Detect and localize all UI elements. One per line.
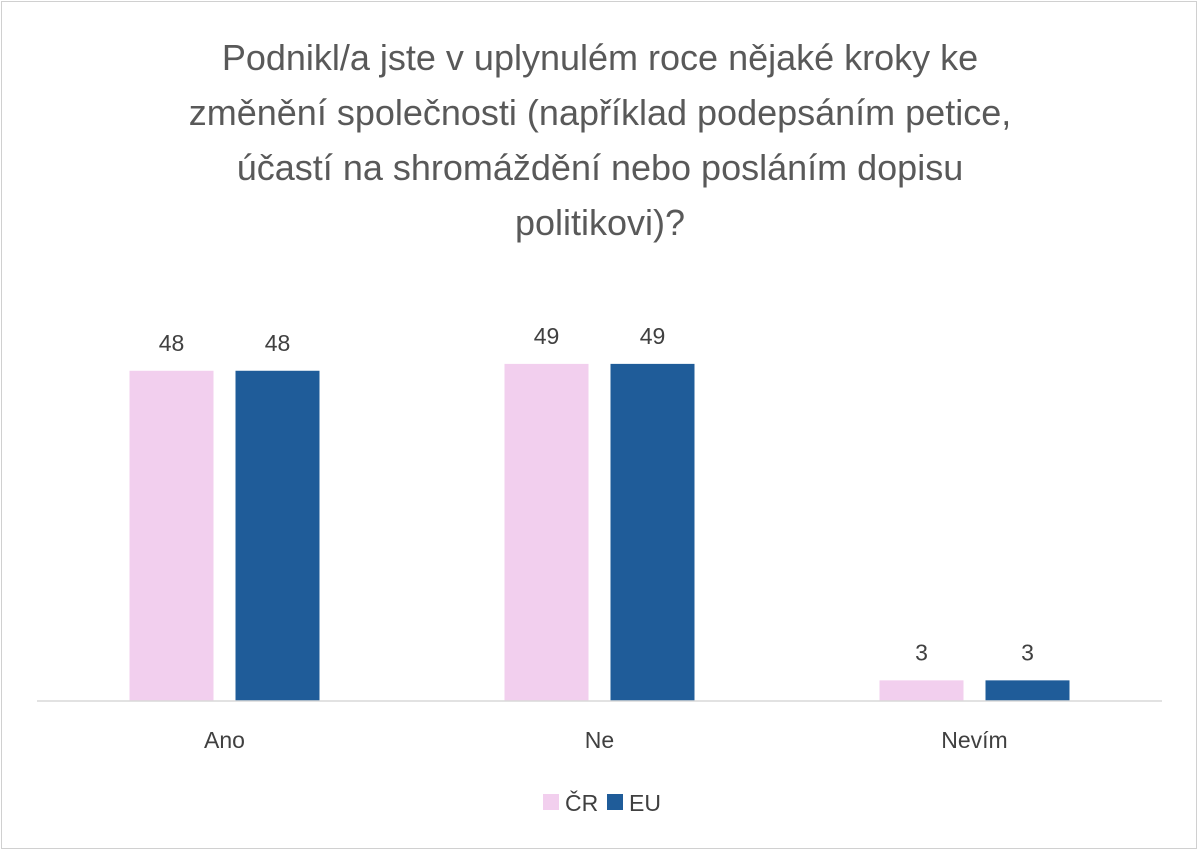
legend-swatch-eu [607, 794, 623, 810]
x-tick-label: Ano [204, 727, 245, 753]
data-label-ano--r: 48 [159, 330, 185, 356]
legend-label-eu: EU [629, 790, 661, 816]
bar-ano--r [129, 370, 214, 701]
data-label-nev-m--r: 3 [915, 639, 928, 665]
bars-group [129, 363, 1070, 701]
data-label-ne--r: 49 [534, 323, 560, 349]
x-tick-label: Ne [585, 727, 614, 753]
data-label-nev-m-eu: 3 [1021, 639, 1034, 665]
bar-ano-eu [235, 370, 320, 701]
legend: ČR EU [543, 789, 661, 816]
chart-title: Podnikl/a jste v uplynulém roce nějaké k… [188, 37, 1012, 243]
legend-label--r: ČR [565, 789, 598, 816]
x-tick-labels: Ano Ne Nevím [204, 727, 1008, 753]
bar-nev-m-eu [985, 680, 1070, 701]
data-label-ano-eu: 48 [265, 330, 291, 356]
legend-swatch--r [543, 794, 559, 810]
data-label-ne-eu: 49 [640, 323, 666, 349]
data-labels-group: 48 48 49 49 3 3 [159, 323, 1034, 665]
bar-ne--r [504, 363, 589, 701]
x-tick-label: Nevím [941, 727, 1007, 753]
bar-nev-m--r [879, 680, 964, 701]
bar-ne-eu [610, 363, 695, 701]
